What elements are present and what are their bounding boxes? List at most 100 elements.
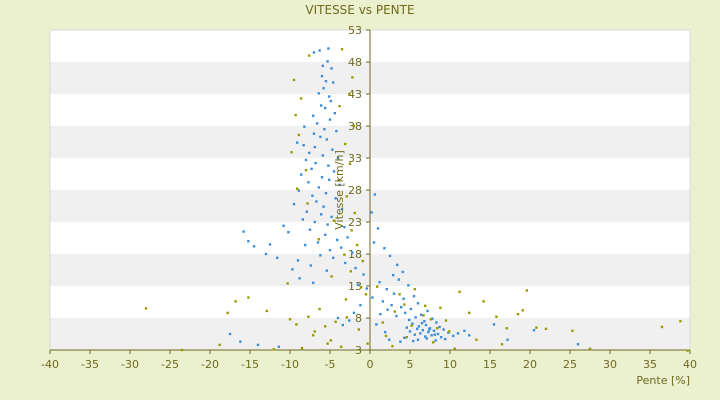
data-point-blue <box>413 333 416 336</box>
data-point-blue <box>381 300 384 303</box>
data-point-blue <box>388 254 392 258</box>
data-point-blue <box>506 338 509 341</box>
data-point-blue <box>321 154 324 157</box>
data-point-olive <box>535 326 538 329</box>
data-point-olive <box>218 343 221 347</box>
data-point-olive <box>679 320 682 323</box>
data-point-blue <box>456 332 460 335</box>
data-point-blue <box>436 332 440 336</box>
data-point-olive <box>482 300 485 303</box>
data-point-blue <box>365 287 368 290</box>
data-point-blue <box>343 225 346 229</box>
x-tick-label: -25 <box>161 358 179 371</box>
data-point-blue <box>428 327 432 330</box>
data-point-blue <box>239 340 242 343</box>
data-point-olive <box>413 288 416 291</box>
data-point-blue <box>333 112 336 115</box>
data-point-olive <box>422 314 425 317</box>
x-tick-label: 30 <box>603 358 617 371</box>
data-point-olive <box>295 323 298 326</box>
data-point-olive <box>348 162 352 165</box>
data-point-blue <box>336 316 340 320</box>
data-point-olive <box>660 325 664 329</box>
data-point-olive <box>356 243 359 247</box>
data-point-blue <box>331 148 334 151</box>
data-point-blue <box>326 223 329 226</box>
data-point-blue <box>427 330 430 334</box>
data-point-blue <box>532 328 536 332</box>
data-point-olive <box>360 286 363 289</box>
data-point-olive <box>495 315 498 318</box>
data-point-blue <box>332 81 335 84</box>
data-point-olive <box>307 315 310 318</box>
data-point-blue <box>435 321 438 324</box>
data-point-blue <box>402 297 405 300</box>
data-point-blue <box>252 245 256 248</box>
data-point-olive <box>424 304 427 308</box>
data-point-olive <box>410 324 413 327</box>
data-point-blue <box>424 335 427 338</box>
data-point-blue <box>291 268 294 271</box>
data-point-blue <box>354 266 357 270</box>
data-point-blue <box>322 87 325 90</box>
data-point-blue <box>392 292 396 295</box>
data-point-blue <box>408 330 412 333</box>
data-point-blue <box>432 329 436 332</box>
data-point-blue <box>324 106 327 110</box>
data-point-olive <box>292 78 296 82</box>
data-point-olive <box>351 76 354 79</box>
data-point-blue <box>425 337 428 340</box>
y-tick-label: 18 <box>348 248 362 261</box>
data-point-olive <box>326 342 329 345</box>
x-tick-label: 15 <box>483 358 497 371</box>
data-point-blue <box>310 167 313 171</box>
data-point-blue <box>247 240 250 243</box>
data-point-olive <box>300 346 304 350</box>
data-point-olive <box>247 296 250 299</box>
data-point-olive <box>332 219 336 222</box>
data-point-blue <box>390 304 393 307</box>
data-point-blue <box>420 313 423 316</box>
data-point-blue <box>332 170 336 173</box>
data-point-blue <box>440 336 443 339</box>
data-point-olive <box>226 311 229 315</box>
data-point-blue <box>321 64 324 68</box>
data-point-olive <box>294 113 297 117</box>
x-tick-label: -5 <box>325 358 336 371</box>
data-point-olive <box>308 54 311 57</box>
x-tick-label: 35 <box>643 358 657 371</box>
data-point-blue <box>317 186 320 189</box>
data-point-blue <box>399 340 402 343</box>
data-point-olive <box>384 334 388 338</box>
data-point-olive <box>296 187 299 190</box>
data-point-blue <box>428 328 431 331</box>
data-point-blue <box>336 156 340 160</box>
data-point-blue <box>312 281 315 284</box>
data-point-olive <box>352 124 356 128</box>
data-point-blue <box>433 333 436 336</box>
data-point-olive <box>405 336 408 339</box>
data-point-olive <box>330 275 333 278</box>
data-point-blue <box>329 99 332 103</box>
data-point-blue <box>492 323 496 326</box>
data-point-blue <box>276 256 279 260</box>
x-tick-label: -15 <box>241 358 259 371</box>
data-point-blue <box>412 295 416 298</box>
data-point-olive <box>180 348 184 352</box>
data-point-blue <box>385 288 388 291</box>
data-point-olive <box>393 310 396 313</box>
data-point-olive <box>468 311 471 315</box>
y-tick-label: 23 <box>348 216 362 229</box>
data-point-blue <box>421 328 424 332</box>
data-point-blue <box>324 80 328 83</box>
data-point-olive <box>505 327 508 330</box>
data-point-olive <box>350 229 353 232</box>
data-point-blue <box>434 339 437 342</box>
x-tick-label: 40 <box>683 358 697 371</box>
data-point-olive <box>444 319 448 322</box>
data-point-blue <box>375 323 378 326</box>
data-point-olive <box>439 306 442 309</box>
data-point-blue <box>468 334 471 337</box>
data-point-blue <box>320 74 324 78</box>
